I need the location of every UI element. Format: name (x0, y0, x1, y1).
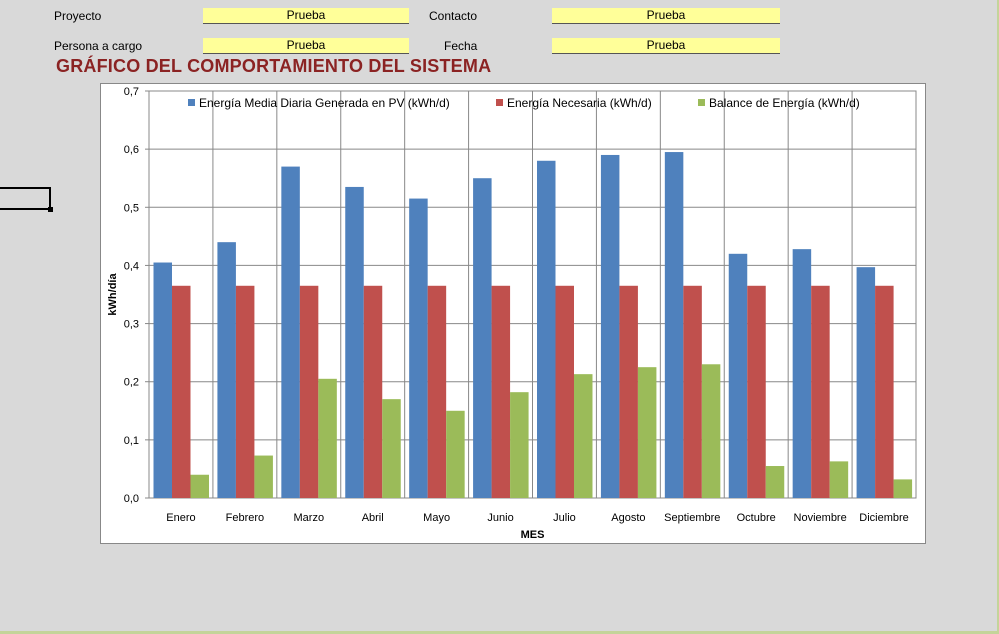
bar-chart: 0,0 0,1 0,2 0,3 0,4 0,5 0,6 0,7 Enero Febrero Marz… (107, 86, 917, 541)
bar (811, 285, 830, 498)
bar (555, 285, 574, 498)
x-tick-label: Abril (362, 512, 384, 524)
x-tick-label: Agosto (611, 512, 645, 524)
bar (491, 285, 511, 498)
bar (318, 378, 337, 498)
bar (728, 253, 748, 498)
x-tick-label: Marzo (294, 512, 325, 524)
bar (446, 410, 465, 498)
bar (683, 285, 702, 498)
bar (792, 249, 812, 498)
bar (856, 267, 876, 498)
x-tick-label: Febrero (226, 512, 265, 524)
y-tick-label: 0,3 (124, 319, 139, 331)
x-tick-label: Mayo (423, 512, 450, 524)
contacto-label: Contacto (429, 9, 478, 23)
bar (637, 367, 657, 498)
y-tick-label: 0,4 (124, 260, 139, 272)
bar (574, 374, 593, 498)
bar (254, 455, 273, 498)
y-tick-label: 0,6 (124, 144, 139, 156)
y-tick-label: 0,7 (124, 86, 139, 98)
proyecto-field[interactable]: Prueba (203, 8, 409, 24)
legend-swatch (698, 99, 705, 106)
contacto-field[interactable]: Prueba (552, 8, 780, 24)
bar (473, 178, 492, 498)
bar (172, 285, 191, 498)
bar (701, 364, 721, 498)
bar (217, 242, 236, 498)
sheet-title: GRÁFICO DEL COMPORTAMIENTO DEL SISTEMA (56, 56, 492, 76)
x-tick-label: Octubre (737, 512, 776, 524)
bar (829, 461, 849, 498)
y-tick-label: 0,1 (124, 435, 139, 447)
bar (510, 392, 529, 498)
x-tick-label: Julio (553, 512, 576, 524)
bar (427, 285, 447, 498)
legend-swatch (496, 99, 503, 106)
x-tick-label: Enero (166, 512, 195, 524)
bar (619, 285, 638, 498)
sheet-bottom-border (0, 631, 999, 634)
proyecto-label: Proyecto (54, 9, 102, 23)
bar (235, 285, 255, 498)
bar (382, 399, 401, 498)
persona-field[interactable]: Prueba (203, 38, 409, 54)
fecha-label: Fecha (444, 39, 478, 53)
legend-entry: Balance de Energía (kWh/d) (709, 96, 860, 110)
y-tick-label: 0,5 (124, 202, 139, 214)
chart-area[interactable]: 0,0 0,1 0,2 0,3 0,4 0,5 0,6 0,7 Enero Febrero Marz… (100, 83, 926, 544)
bar (747, 285, 766, 498)
bar (409, 198, 428, 499)
y-axis-label: kWh/día (107, 273, 119, 316)
y-tick-label: 0,2 (124, 377, 139, 389)
persona-label: Persona a cargo (54, 39, 143, 53)
selected-cell[interactable] (0, 187, 53, 212)
bar (299, 285, 319, 498)
bar (537, 160, 556, 498)
legend-entry: Energía Media Diaria Generada en PV (kWh… (199, 96, 450, 110)
bar (281, 166, 300, 498)
bar (190, 474, 209, 498)
legend-entry: Energía Necesaria (kWh/d) (507, 96, 652, 110)
bar (875, 285, 894, 498)
bar (345, 186, 364, 498)
bar (600, 154, 620, 498)
legend-swatch (188, 99, 195, 106)
fecha-field[interactable]: Prueba (552, 38, 780, 54)
x-tick-label: Noviembre (794, 512, 847, 524)
y-tick-label: 0,0 (124, 493, 139, 505)
bar (153, 262, 172, 498)
bar (765, 466, 785, 498)
bar (664, 152, 684, 499)
x-tick-label: Junio (487, 512, 513, 524)
bar (363, 285, 383, 498)
sheet-right-border (997, 0, 999, 634)
x-axis-label: MES (521, 529, 545, 541)
x-tick-label: Diciembre (859, 512, 909, 524)
x-tick-label: Septiembre (664, 512, 720, 524)
bar (893, 479, 913, 498)
